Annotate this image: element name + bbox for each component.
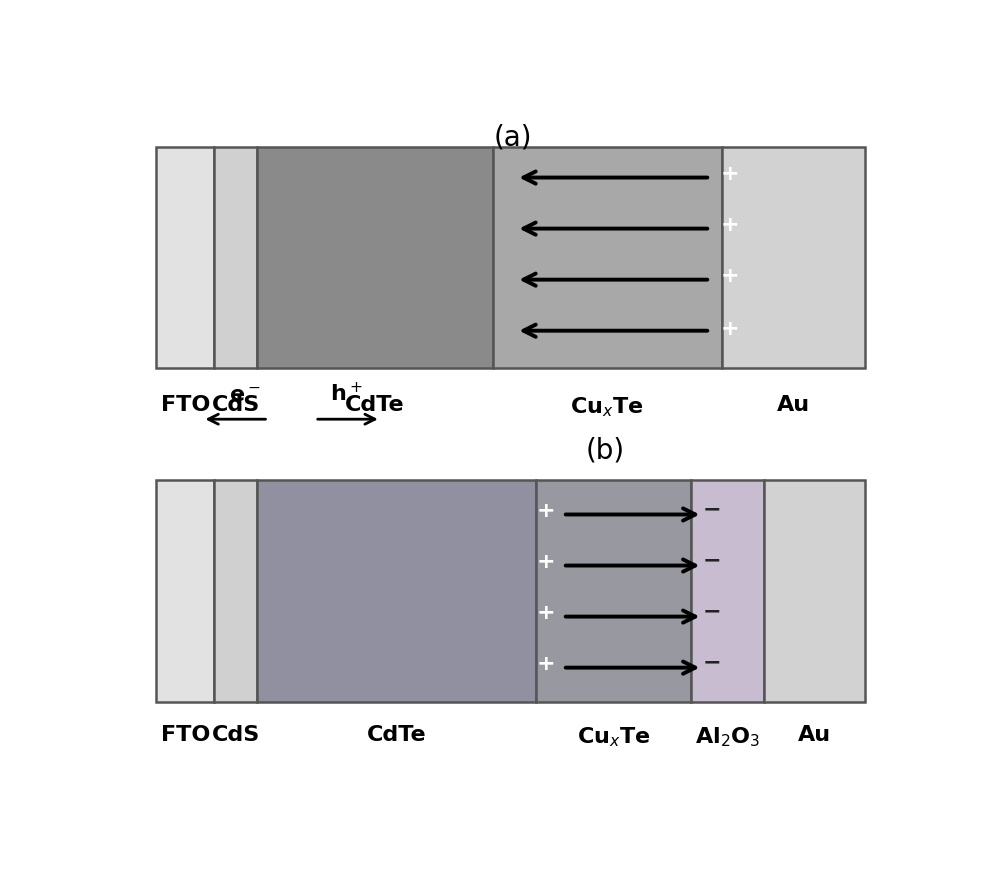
Text: Au: Au <box>776 395 810 415</box>
Bar <box>257 147 493 368</box>
Bar <box>493 147 722 368</box>
Text: +: + <box>537 552 555 572</box>
Bar <box>764 481 865 702</box>
Text: (b): (b) <box>586 436 625 464</box>
Bar <box>536 481 691 702</box>
Text: CdTe: CdTe <box>366 726 426 745</box>
Text: Au: Au <box>798 726 831 745</box>
Bar <box>257 481 536 702</box>
Bar <box>156 147 214 368</box>
Text: Cu$_x$Te: Cu$_x$Te <box>570 395 644 419</box>
Bar <box>214 147 257 368</box>
Text: e$^-$: e$^-$ <box>229 385 261 406</box>
Text: FTO: FTO <box>161 395 210 415</box>
Text: Cu$_x$Te: Cu$_x$Te <box>577 726 650 749</box>
Bar <box>722 147 865 368</box>
Text: CdTe: CdTe <box>345 395 404 415</box>
Text: CdS: CdS <box>212 395 260 415</box>
Text: +: + <box>720 319 739 339</box>
Bar <box>214 481 257 702</box>
Text: +: + <box>537 654 555 674</box>
Text: +: + <box>720 215 739 235</box>
Text: +: + <box>537 603 555 623</box>
Text: −: − <box>703 499 722 519</box>
Text: h$^+$: h$^+$ <box>330 382 362 406</box>
Text: −: − <box>703 550 722 570</box>
Text: +: + <box>720 164 739 184</box>
Text: +: + <box>720 266 739 286</box>
Text: +: + <box>537 501 555 521</box>
Text: Al$_2$O$_3$: Al$_2$O$_3$ <box>695 726 761 749</box>
Bar <box>691 481 764 702</box>
Text: (a): (a) <box>493 123 532 151</box>
Text: −: − <box>703 652 722 672</box>
Text: −: − <box>703 601 722 621</box>
Text: CdS: CdS <box>212 726 260 745</box>
Text: FTO: FTO <box>161 726 210 745</box>
Bar <box>156 481 214 702</box>
